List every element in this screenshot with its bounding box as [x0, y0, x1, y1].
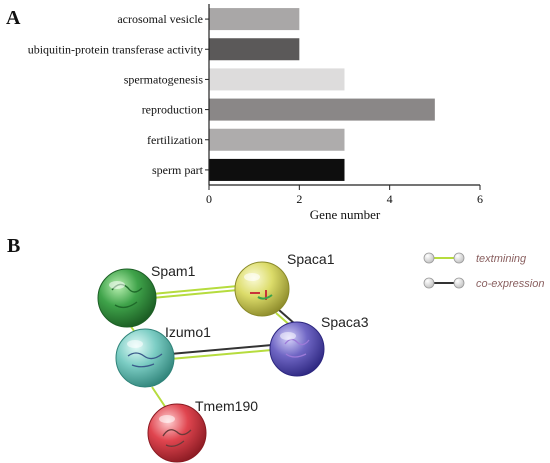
x-axis-label: Gene number	[310, 207, 381, 222]
category-label: reproduction	[142, 103, 203, 117]
bar-reproduction	[209, 98, 435, 121]
x-tick-label: 2	[296, 192, 302, 206]
legend-item-textmining: textmining	[423, 252, 527, 265]
category-label: fertilization	[147, 133, 203, 147]
node-label-izumo1: Izumo1	[165, 324, 211, 340]
legend-node-icon	[453, 277, 465, 289]
protein-network: Spam1 Spaca1 Izumo1 Spaca3 Tmem190	[97, 251, 369, 463]
bar-spermatogenesis	[209, 68, 345, 91]
category-label: spermatogenesis	[124, 72, 204, 86]
legend-label-co-expression: co-expression	[476, 278, 544, 290]
x-tick-label: 0	[206, 192, 212, 206]
node-izumo1[interactable]	[115, 328, 175, 388]
edge-izumo1-tmem190	[151, 386, 167, 409]
bar-sperm-part	[209, 158, 345, 181]
network-legend: textmining co-expression	[423, 252, 544, 290]
edge-spam1-spaca1	[151, 285, 239, 299]
node-spaca1[interactable]	[234, 261, 290, 317]
panel-b-label: B	[7, 235, 20, 257]
x-tick-label: 4	[387, 192, 393, 206]
legend-node-icon	[453, 252, 465, 264]
node-label-spam1: Spam1	[151, 263, 196, 279]
node-label-spaca1: Spaca1	[287, 251, 335, 267]
edge-izumo1-spaca3	[169, 344, 273, 360]
bar-fertilization	[209, 128, 345, 151]
node-label-spaca3: Spaca3	[321, 314, 369, 330]
category-label: acrosomal vesicle	[117, 12, 203, 26]
category-label: sperm part	[152, 163, 204, 177]
node-label-tmem190: Tmem190	[195, 398, 258, 414]
legend-item-co-expression: co-expression	[423, 277, 544, 290]
bar-ubiquitin-protein-transferase-activity	[209, 38, 300, 61]
category-label: ubiquitin-protein transferase activity	[28, 42, 203, 56]
panel-a-label: A	[6, 7, 21, 29]
legend-node-icon	[423, 277, 435, 289]
node-spaca3[interactable]	[269, 321, 325, 377]
node-spam1[interactable]	[97, 268, 157, 328]
legend-node-icon	[423, 252, 435, 264]
legend-label-textmining: textmining	[476, 253, 527, 265]
bar-chart: acrosomal vesicle ubiquitin-protein trans…	[28, 4, 483, 222]
x-tick-label: 6	[477, 192, 483, 206]
node-tmem190[interactable]	[147, 403, 207, 463]
bar-acrosomal-vesicle	[209, 8, 300, 31]
